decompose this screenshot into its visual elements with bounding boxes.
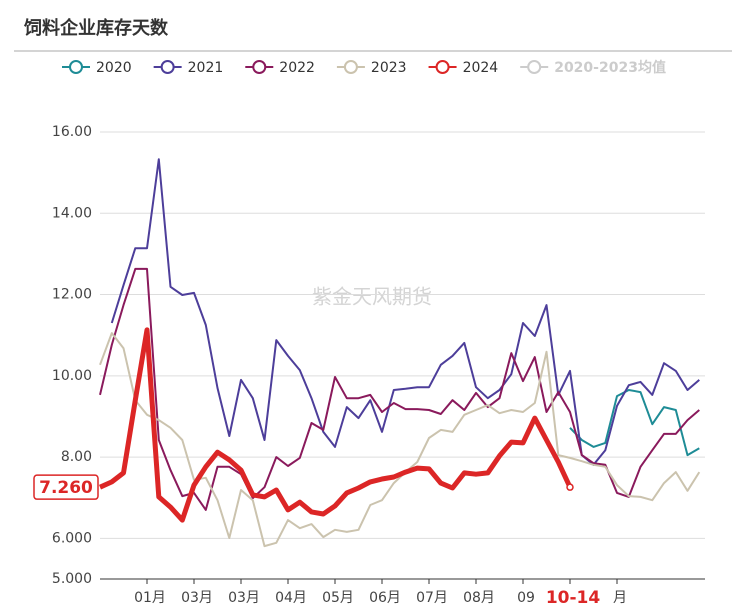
series-line: [569, 389, 700, 457]
x-tick-label: 09: [517, 590, 535, 606]
x-tick-label: 月: [613, 590, 627, 606]
series-line: [98, 327, 573, 523]
x-tick-label: 05月: [322, 590, 354, 606]
y-tick-label: 6.000: [52, 530, 92, 546]
series-line: [99, 332, 701, 548]
x-tick-label: 06月: [369, 590, 401, 606]
series-line: [99, 267, 700, 511]
chart-title: 饲料企业库存天数: [23, 17, 169, 39]
legend-label[interactable]: 2024: [463, 60, 499, 76]
y-tick-label: 16.00: [52, 124, 92, 140]
legend-icon: [343, 60, 358, 74]
legend-label[interactable]: 2020-2023均值: [554, 59, 666, 76]
x-tick-label: 03月: [181, 590, 213, 606]
y-tick-label: 5.000: [52, 571, 92, 587]
x-tick-label: 04月: [275, 590, 307, 606]
series-line: [110, 158, 700, 466]
x-tick-label: 07月: [416, 590, 448, 606]
pointer-box: [33, 474, 99, 500]
y-tick-label: 10.00: [52, 368, 92, 384]
legend-icon: [69, 60, 83, 74]
legend-icon: [160, 60, 175, 74]
pointer-label: 7.260: [39, 478, 93, 498]
legend-icon: [252, 60, 267, 74]
y-tick-label: 12.00: [52, 287, 92, 303]
x-tick-label: 08月: [463, 590, 495, 606]
x-tick-label: 10-14: [546, 588, 601, 608]
y-tick-label: 14.00: [52, 205, 92, 221]
legend-icon: [435, 60, 450, 74]
watermark: 紫金天风期货: [312, 285, 432, 309]
legend-label[interactable]: 2020: [96, 60, 132, 76]
legend-label[interactable]: 2021: [188, 60, 224, 76]
x-tick-label: 03月: [228, 590, 260, 606]
end-marker: [566, 483, 574, 491]
y-tick-label: 8.00: [61, 449, 92, 465]
x-tick-label: 01月: [134, 590, 166, 606]
legend-label[interactable]: 2022: [279, 60, 315, 76]
legend-label[interactable]: 2023: [371, 60, 407, 76]
legend-icon: [527, 60, 542, 74]
